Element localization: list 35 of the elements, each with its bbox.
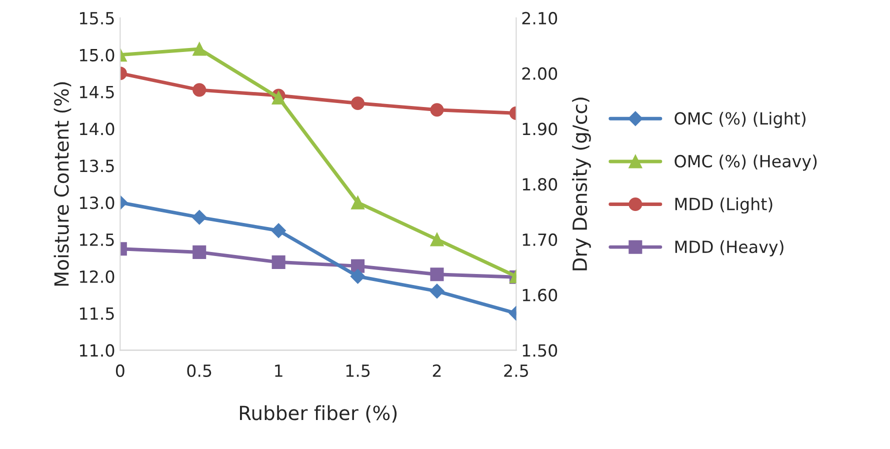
point — [351, 96, 365, 110]
y-tick-label: 15.5 — [80, 12, 114, 25]
y-tick-label: 15.0 — [80, 48, 114, 62]
point — [350, 268, 366, 284]
y2-tick-label: 1.50 — [522, 344, 558, 357]
y-tick-label: 13.0 — [80, 196, 114, 210]
legend-label: OMC (%) (Heavy) — [674, 154, 817, 171]
y2-axis-title: Dry Density (g/cc) — [572, 98, 591, 270]
y2-tick-label: 1.60 — [522, 288, 558, 302]
x-axis-title: Rubber fiber (%) — [240, 405, 397, 423]
point — [351, 196, 365, 210]
y-tick-label: 12.5 — [80, 233, 114, 246]
legend-label: MDD (Light) — [675, 197, 772, 214]
y-axis-title: Moisture Content (%) — [54, 82, 72, 286]
legend-label: OMC (%) (Light) — [674, 112, 806, 128]
y2-tick-label: 1.80 — [522, 178, 558, 191]
y2-tick-label: 1.70 — [522, 233, 558, 246]
y2-tick-label: 2.10 — [522, 12, 558, 25]
y-tick-label: 14.5 — [80, 86, 114, 98]
y-tick-label: 14.0 — [80, 122, 114, 136]
y-tick-label: 13.5 — [80, 160, 114, 172]
x-tick-label: 2.5 — [504, 364, 528, 378]
x-tick-label: 0.5 — [187, 364, 212, 378]
x-tick-label: 1.5 — [346, 364, 370, 378]
legend-label: MDD (Heavy) — [675, 240, 784, 256]
x-tick-label: 2 — [432, 364, 441, 377]
point — [272, 255, 286, 269]
y2-tick-label: 2.00 — [522, 67, 558, 80]
x-tick-label: 0 — [116, 364, 124, 378]
y-tick-label: 11.0 — [80, 344, 114, 357]
y2-tick-label: 1.90 — [522, 122, 558, 136]
x-tick-label: 1 — [275, 364, 282, 377]
point — [271, 223, 286, 238]
y-tick-label: 11.5 — [80, 307, 114, 320]
y-tick-label: 12.0 — [80, 270, 114, 283]
